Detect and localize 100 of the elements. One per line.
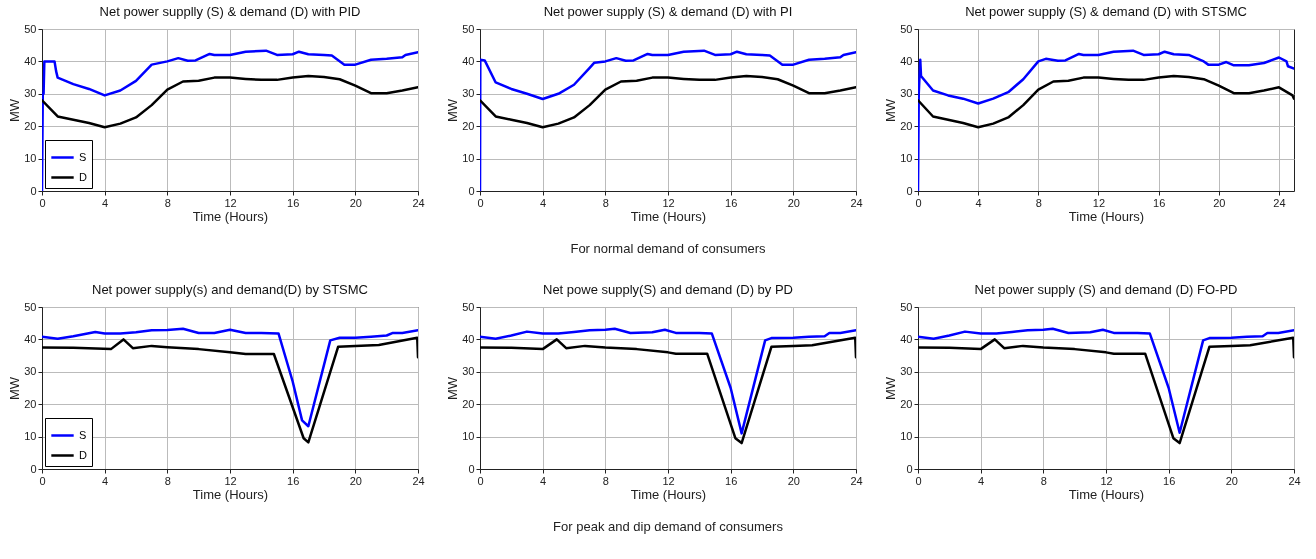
x-tick-label: 8 xyxy=(1040,474,1047,487)
y-tick-label: 40 xyxy=(24,332,37,345)
line-series xyxy=(42,74,418,129)
chart-title: Net power supply (S) & demand (D) with STSMC xyxy=(965,4,1247,19)
x-tick-label: 16 xyxy=(725,196,738,209)
x-tick-label: 4 xyxy=(540,196,547,209)
y-tick-label: 30 xyxy=(24,87,37,100)
x-tick-label: 12 xyxy=(662,474,675,487)
x-axis-title: Time (Hours) xyxy=(630,486,707,502)
y-tick-label: 20 xyxy=(462,397,475,410)
y-tick-label: 40 xyxy=(900,54,913,67)
x-tick-label: 8 xyxy=(164,474,171,487)
x-tick-label: 24 xyxy=(1288,474,1301,487)
x-tick-label: 20 xyxy=(787,196,800,209)
y-tick-label: 50 xyxy=(900,300,913,313)
x-axis-title: Time (Hours) xyxy=(192,208,269,224)
y-tick-label: 10 xyxy=(24,430,37,443)
text: For normal demand of consumers xyxy=(570,241,767,256)
line-series xyxy=(918,327,1294,434)
x-tick-label: 0 xyxy=(477,196,484,209)
y-tick-label: 0 xyxy=(906,462,913,475)
line-series xyxy=(480,327,856,435)
x-tick-label: 16 xyxy=(1163,474,1176,487)
y-axis-title: MW xyxy=(7,376,23,401)
y-tick-label: 10 xyxy=(462,152,475,165)
y-tick-label: 30 xyxy=(900,87,913,100)
x-tick-label: 8 xyxy=(602,196,609,209)
y-tick-label: 0 xyxy=(468,462,475,475)
line-series xyxy=(918,74,1294,129)
y-tick-label: 20 xyxy=(24,397,37,410)
chart-title: Net powe supply(S) and demand (D) by PD xyxy=(542,282,794,297)
y-tick-label: 40 xyxy=(24,54,37,67)
x-tick-label: 0 xyxy=(39,196,46,209)
x-tick-label: 24 xyxy=(850,196,863,209)
y-tick-label: 40 xyxy=(462,332,475,345)
text: For peak and dip demand of consumers xyxy=(553,519,784,534)
x-tick-label: 12 xyxy=(224,474,237,487)
legend-label: D xyxy=(79,448,87,461)
chart-title: Net power supply (S) & demand (D) with PI xyxy=(543,4,793,19)
y-tick-label: 10 xyxy=(900,152,913,165)
y-tick-label: 30 xyxy=(462,365,475,378)
y-tick-label: 40 xyxy=(462,54,475,67)
x-tick-label: 0 xyxy=(915,196,922,209)
x-tick-label: 8 xyxy=(602,474,609,487)
y-tick-label: 50 xyxy=(462,300,475,313)
x-tick-label: 8 xyxy=(1035,196,1042,209)
line-series xyxy=(480,336,856,445)
y-tick-label: 0 xyxy=(468,184,475,197)
y-tick-label: 50 xyxy=(462,22,475,35)
y-tick-label: 40 xyxy=(900,332,913,345)
x-tick-label: 20 xyxy=(349,196,362,209)
x-tick-label: 4 xyxy=(540,474,547,487)
x-tick-label: 24 xyxy=(412,474,425,487)
line-series xyxy=(42,336,418,444)
x-tick-label: 12 xyxy=(662,196,675,209)
y-axis-title: MW xyxy=(883,376,899,401)
x-tick-label: 0 xyxy=(915,474,922,487)
y-tick-label: 20 xyxy=(900,397,913,410)
y-tick-label: 30 xyxy=(900,365,913,378)
x-tick-label: 4 xyxy=(102,474,109,487)
x-tick-label: 0 xyxy=(477,474,484,487)
legend-label: S xyxy=(79,428,87,441)
y-tick-label: 20 xyxy=(900,119,913,132)
y-tick-label: 50 xyxy=(900,22,913,35)
chart-title: Net power supplly (S) & demand (D) with PID xyxy=(99,4,361,19)
chart-title: Net power supply (S) and demand (D) FO-PD xyxy=(974,282,1238,297)
legend-label: S xyxy=(79,150,87,163)
y-tick-label: 10 xyxy=(900,430,913,443)
x-axis-title: Time (Hours) xyxy=(1068,486,1145,502)
x-tick-label: 20 xyxy=(1213,196,1226,209)
x-tick-label: 8 xyxy=(164,196,171,209)
line-series xyxy=(42,327,418,428)
x-tick-label: 24 xyxy=(412,196,425,209)
y-tick-label: 10 xyxy=(462,430,475,443)
x-tick-label: 16 xyxy=(1153,196,1166,209)
x-tick-label: 12 xyxy=(224,196,237,209)
x-tick-label: 16 xyxy=(287,196,300,209)
line-series xyxy=(918,336,1294,445)
y-axis-title: MW xyxy=(445,98,461,123)
y-tick-label: 20 xyxy=(24,119,37,132)
y-axis-title: MW xyxy=(445,376,461,401)
x-tick-label: 16 xyxy=(287,474,300,487)
y-tick-label: 50 xyxy=(24,300,37,313)
y-tick-label: 30 xyxy=(462,87,475,100)
y-tick-label: 0 xyxy=(906,184,913,197)
x-tick-label: 24 xyxy=(1273,196,1286,209)
y-tick-label: 50 xyxy=(24,22,37,35)
x-axis-title: Time (Hours) xyxy=(1068,208,1145,224)
y-tick-label: 20 xyxy=(462,119,475,132)
line-series xyxy=(480,74,856,129)
x-tick-label: 16 xyxy=(725,474,738,487)
x-tick-label: 20 xyxy=(1225,474,1238,487)
y-tick-label: 30 xyxy=(24,365,37,378)
x-tick-label: 12 xyxy=(1092,196,1106,209)
x-tick-label: 20 xyxy=(787,474,800,487)
x-tick-label: 4 xyxy=(975,196,982,209)
x-tick-label: 4 xyxy=(978,474,985,487)
x-tick-label: 4 xyxy=(102,196,109,209)
x-tick-label: 24 xyxy=(850,474,863,487)
x-tick-label: 20 xyxy=(349,474,362,487)
